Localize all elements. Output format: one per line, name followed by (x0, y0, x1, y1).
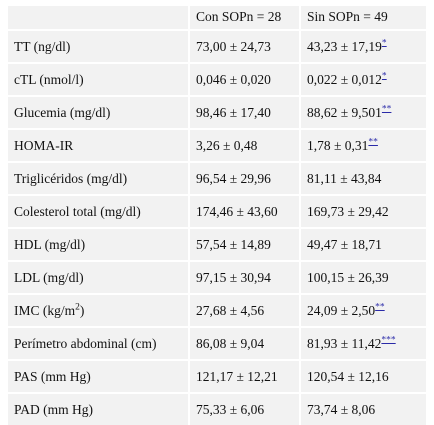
value-text: 24,09 ± 2,50 (307, 302, 376, 318)
value-text: 1,78 ± 0,31 (307, 137, 369, 153)
table-row: TT (ng/dl) 73,00 ± 24,73 43,23 ± 17,19* (8, 29, 426, 63)
row-label-cell: IMC (kg/m2) (8, 293, 189, 327)
value-cell-con-sop: 27,68 ± 4,56 (188, 293, 300, 327)
unit-superscript: 2 (75, 302, 80, 312)
row-label: LDL (mg/dl) (14, 269, 84, 285)
value-text: 88,62 ± 9,501 (307, 104, 382, 120)
footnote-link[interactable]: * (381, 71, 387, 81)
row-label-cell: PAS (mm Hg) (8, 359, 189, 393)
row-label: IMC (kg/m (14, 302, 76, 318)
value-cell-con-sop: 0,046 ± 0,020 (188, 62, 300, 96)
row-label-cell: cTL (nmol/l) (8, 62, 189, 96)
row-label-cell: HDL (mg/dl) (8, 227, 189, 261)
row-label: PAD (mm Hg) (14, 401, 94, 417)
row-label: HOMA-IR (14, 137, 74, 153)
row-label-cell: HOMA-IR (8, 128, 189, 162)
row-label: PAS (mm Hg) (14, 368, 91, 384)
table-row: LDL (mg/dl) 97,15 ± 30,94 100,15 ± 26,39 (8, 260, 426, 294)
table-row: Colesterol total (mg/dl) 174,46 ± 43,60 16… (8, 194, 426, 228)
value-text: 120,54 ± 12,16 (307, 368, 389, 384)
header-cell-con-sop: Con SOPn = 28 (188, 6, 300, 31)
value-text: 100,15 ± 26,39 (307, 269, 389, 285)
table-row: IMC (kg/m2) 27,68 ± 4,56 24,09 ± 2,50** (8, 293, 426, 327)
value-cell-con-sop: 3,26 ± 0,48 (188, 128, 300, 162)
row-label: Triglicéridos (mg/dl) (14, 170, 128, 186)
value-cell-sin-sop: 24,09 ± 2,50** (299, 293, 426, 327)
value-cell-con-sop: 96,54 ± 29,96 (188, 161, 300, 195)
table-header-row: Con SOPn = 28 Sin SOPn = 49 (8, 6, 426, 31)
value-cell-sin-sop: 100,15 ± 26,39 (299, 260, 426, 294)
table-row: Perímetro abdominal (cm) 86,08 ± 9,04 81,9… (8, 326, 426, 360)
row-label-tail: ) (79, 302, 85, 318)
row-label: TT (ng/dl) (14, 38, 71, 54)
row-label-cell: TT (ng/dl) (8, 29, 189, 63)
value-cell-sin-sop: 0,022 ± 0,012* (299, 62, 426, 96)
value-cell-con-sop: 98,46 ± 17,40 (188, 95, 300, 129)
row-label-cell: Perímetro abdominal (cm) (8, 326, 189, 360)
table-row: HOMA-IR 3,26 ± 0,48 1,78 ± 0,31** (8, 128, 426, 162)
value-cell-con-sop: 121,17 ± 12,21 (188, 359, 300, 393)
table-row: PAD (mm Hg) 75,33 ± 6,06 73,74 ± 8,06 (8, 392, 426, 425)
value-cell-con-sop: 75,33 ± 6,06 (188, 392, 300, 425)
table-row: Glucemia (mg/dl) 98,46 ± 17,40 88,62 ± 9,5… (8, 95, 426, 129)
footnote-link[interactable]: *** (381, 335, 396, 345)
header-cell-sin-sop: Sin SOPn = 49 (299, 6, 426, 31)
row-label: Glucemia (mg/dl) (14, 104, 111, 120)
row-label: Colesterol total (mg/dl) (14, 203, 141, 219)
table-row: Triglicéridos (mg/dl) 96,54 ± 29,96 81,11 … (8, 161, 426, 195)
value-cell-sin-sop: 120,54 ± 12,16 (299, 359, 426, 393)
row-label: HDL (mg/dl) (14, 236, 86, 252)
value-cell-sin-sop: 1,78 ± 0,31** (299, 128, 426, 162)
row-label-cell: PAD (mm Hg) (8, 392, 189, 425)
footnote-link[interactable]: ** (368, 137, 378, 147)
value-cell-con-sop: 86,08 ± 9,04 (188, 326, 300, 360)
value-cell-con-sop: 57,54 ± 14,89 (188, 227, 300, 261)
value-cell-sin-sop: 73,74 ± 8,06 (299, 392, 426, 425)
footnote-link[interactable]: * (381, 38, 387, 48)
value-text: 43,23 ± 17,19 (307, 38, 382, 54)
footnote-link[interactable]: ** (381, 104, 392, 114)
value-text: 81,93 ± 11,42 (307, 335, 382, 351)
row-label-cell: Triglicéridos (mg/dl) (8, 161, 189, 195)
value-cell-sin-sop: 81,11 ± 43,84 (299, 161, 426, 195)
value-text: 0,022 ± 0,012 (307, 71, 382, 87)
value-cell-sin-sop: 88,62 ± 9,501** (299, 95, 426, 129)
value-text: 73,74 ± 8,06 (307, 401, 376, 417)
row-label-cell: Glucemia (mg/dl) (8, 95, 189, 129)
value-cell-con-sop: 174,46 ± 43,60 (188, 194, 300, 228)
value-cell-sin-sop: 169,73 ± 29,42 (299, 194, 426, 228)
header-cell-empty (8, 6, 189, 31)
comparison-table: Con SOPn = 28 Sin SOPn = 49 TT (ng/dl) 73… (8, 6, 426, 425)
value-cell-sin-sop: 49,47 ± 18,71 (299, 227, 426, 261)
table-row: HDL (mg/dl) 57,54 ± 14,89 49,47 ± 18,71 (8, 227, 426, 261)
value-cell-sin-sop: 81,93 ± 11,42*** (299, 326, 426, 360)
table-row: cTL (nmol/l) 0,046 ± 0,020 0,022 ± 0,012* (8, 62, 426, 96)
value-text: 169,73 ± 29,42 (307, 203, 389, 219)
row-label-cell: LDL (mg/dl) (8, 260, 189, 294)
footnote-link[interactable]: ** (375, 302, 385, 312)
row-label-cell: Colesterol total (mg/dl) (8, 194, 189, 228)
value-cell-con-sop: 97,15 ± 30,94 (188, 260, 300, 294)
value-cell-con-sop: 73,00 ± 24,73 (188, 29, 300, 63)
value-text: 81,11 ± 43,84 (307, 170, 382, 186)
value-cell-sin-sop: 43,23 ± 17,19* (299, 29, 426, 63)
row-label: cTL (nmol/l) (14, 71, 84, 87)
table-row: PAS (mm Hg) 121,17 ± 12,21 120,54 ± 12,16 (8, 359, 426, 393)
value-text: 49,47 ± 18,71 (307, 236, 382, 252)
row-label: Perímetro abdominal (cm) (14, 335, 157, 351)
table-body: TT (ng/dl) 73,00 ± 24,73 43,23 ± 17,19* cTL… (8, 29, 426, 425)
